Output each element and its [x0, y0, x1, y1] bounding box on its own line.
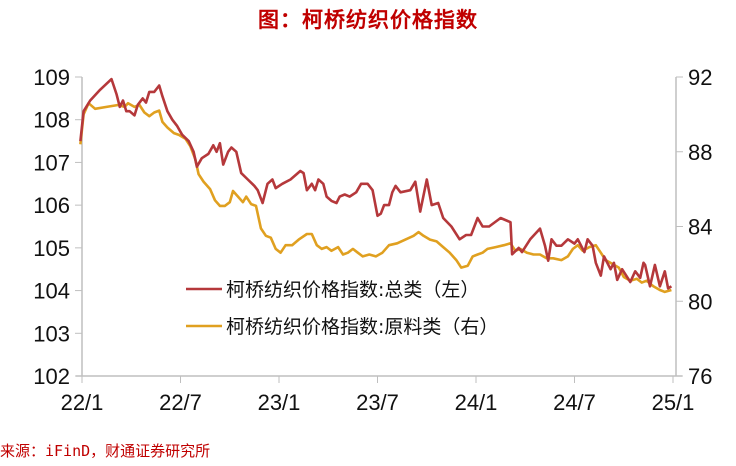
right-tick-label: 76 [688, 364, 712, 389]
left-tick-label: 109 [33, 65, 70, 90]
left-tick-label: 105 [33, 236, 70, 261]
x-tick-label: 23/7 [356, 390, 399, 415]
series-total-line [79, 77, 673, 290]
left-tick-label: 106 [33, 193, 70, 218]
left-tick-label: 103 [33, 321, 70, 346]
legend-label: 柯桥纺织价格指数:原料类（右） [226, 316, 498, 338]
right-tick-label: 84 [688, 215, 712, 240]
right-tick-label: 92 [688, 65, 712, 90]
legend: 柯桥纺织价格指数:总类（左） 柯桥纺织价格指数:原料类（右） [186, 279, 498, 338]
left-tick-label: 108 [33, 108, 70, 133]
legend-label: 柯桥纺织价格指数:总类（左） [226, 279, 479, 301]
x-tick-label: 25/1 [652, 390, 695, 415]
left-tick-label: 102 [33, 364, 70, 389]
series-raw-line [79, 101, 672, 294]
x-tick-label: 24/1 [455, 390, 498, 415]
series-lines [79, 77, 673, 294]
left-tick-label: 104 [33, 279, 70, 304]
right-tick-label: 80 [688, 289, 712, 314]
source-note: 来源：iFinD，财通证券研究所 [0, 442, 211, 460]
x-tick-label: 23/1 [258, 390, 301, 415]
chart-title: 图：柯桥纺织价格指数 [258, 8, 478, 32]
x-tick-label: 22/7 [159, 390, 202, 415]
axes: 102 103 104 105 106 107 108 109 76 80 84 88 92 22/1 22… [33, 65, 712, 415]
x-tick-label: 24/7 [553, 390, 596, 415]
left-tick-label: 107 [33, 150, 70, 175]
x-tick-label: 22/1 [61, 390, 104, 415]
right-tick-label: 88 [688, 140, 712, 165]
